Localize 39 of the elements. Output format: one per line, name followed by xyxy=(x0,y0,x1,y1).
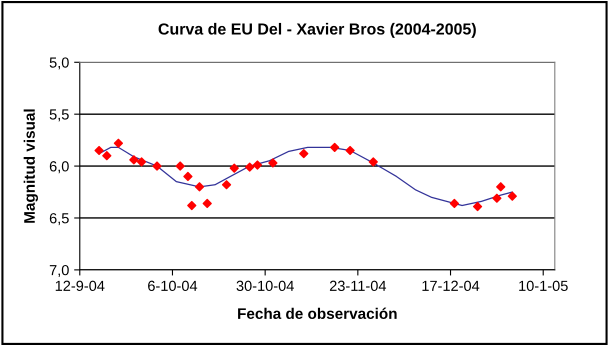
point xyxy=(330,142,340,152)
point xyxy=(268,158,278,168)
point xyxy=(102,151,112,160)
y-tick-label: 6,0 xyxy=(50,161,69,174)
point xyxy=(245,162,254,172)
point xyxy=(496,182,506,192)
point xyxy=(136,157,146,167)
x-tick-label: 30-10-04 xyxy=(236,280,294,292)
point xyxy=(194,182,204,192)
x-tick-label: 17-12-04 xyxy=(422,280,480,292)
y-tick-label: 6,5 xyxy=(50,213,69,226)
y-axis-title: Magnitud visual xyxy=(24,109,38,223)
point xyxy=(187,200,196,210)
point xyxy=(152,161,162,171)
point xyxy=(183,172,193,182)
point xyxy=(252,160,262,170)
point xyxy=(345,146,355,156)
x-tick-label: 10-1-05 xyxy=(519,280,568,292)
point xyxy=(508,192,517,201)
point xyxy=(450,198,460,208)
point xyxy=(492,194,502,203)
y-tick-label: 7,0 xyxy=(50,264,69,278)
point xyxy=(202,198,212,208)
chart-title: Curva de EU Del - Xavier Bros (2004-2005) xyxy=(158,22,476,38)
point xyxy=(222,180,232,190)
y-tick-label: 5,0 xyxy=(50,57,69,70)
point xyxy=(368,157,378,167)
y-tick-label: 5,5 xyxy=(50,109,69,122)
x-tick-label: 12-9-04 xyxy=(56,280,104,292)
point xyxy=(472,202,482,212)
x-tick-label: 6-10-04 xyxy=(148,280,198,292)
x-axis-title: Fecha de observación xyxy=(238,308,397,319)
point xyxy=(129,155,138,164)
point xyxy=(114,138,124,148)
point xyxy=(299,149,308,158)
x-tick-label: 23-11-04 xyxy=(330,280,386,292)
point xyxy=(230,164,239,173)
point xyxy=(176,161,185,171)
point xyxy=(94,146,104,156)
